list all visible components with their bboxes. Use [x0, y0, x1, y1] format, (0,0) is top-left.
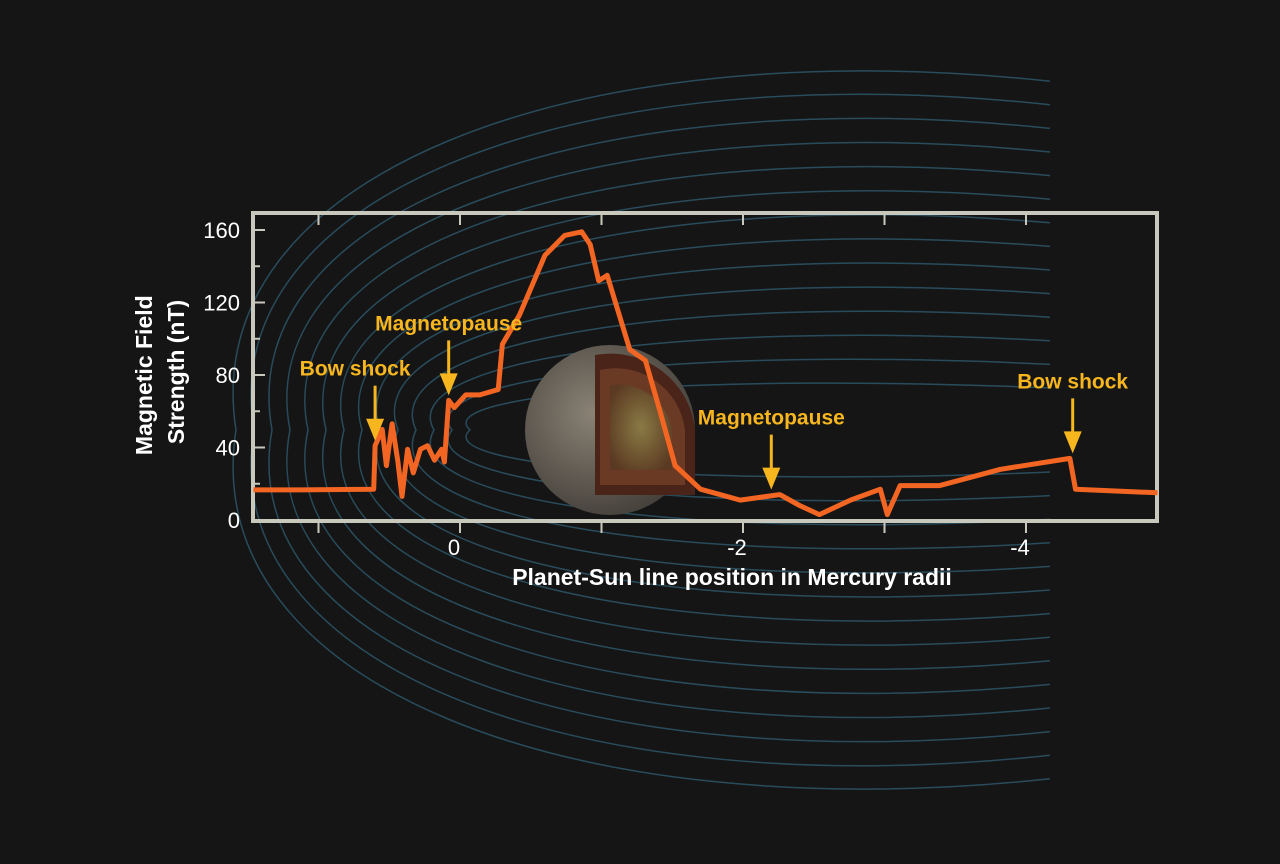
field-line	[393, 286, 1051, 574]
axis-ticks	[253, 213, 1027, 533]
field-line	[232, 70, 1051, 790]
field-line	[429, 334, 1051, 526]
y-axis-title: Magnetic Field Strength (nT)	[131, 289, 189, 455]
annotation: Magnetopause	[698, 407, 845, 490]
x-tick-label: -4	[1010, 535, 1030, 560]
field-line	[268, 117, 1051, 743]
field-line	[340, 214, 1051, 646]
annotation: Bow shock	[1017, 370, 1128, 454]
y-tick-label: 0	[228, 508, 240, 533]
x-tick-label: 0	[448, 535, 460, 560]
annotation-label: Bow shock	[300, 358, 411, 381]
y-tick-label: 160	[203, 218, 240, 243]
y-tick-label: 120	[203, 291, 240, 316]
y-tick-label: 40	[216, 436, 240, 461]
y-tick-label: 80	[216, 363, 240, 388]
arrow-down-icon	[762, 467, 781, 490]
annotation-label: Magnetopause	[698, 407, 845, 430]
series-line	[253, 229, 1158, 518]
arrow-down-icon	[366, 418, 385, 441]
x-tick-label: -2	[727, 535, 747, 560]
annotation-label: Magnetopause	[375, 312, 522, 335]
x-axis-title: Planet-Sun line position in Mercury radi…	[512, 564, 952, 590]
field-line	[465, 382, 1051, 478]
field-line	[286, 141, 1051, 719]
plot-frame	[251, 211, 1159, 523]
annotation: Bow shock	[300, 358, 411, 441]
field-line	[357, 238, 1051, 622]
field-line	[411, 310, 1051, 550]
field-line	[304, 165, 1051, 695]
arrow-down-icon	[439, 373, 458, 396]
field-line	[322, 190, 1051, 670]
mercury-planet	[525, 345, 695, 515]
y-axis-title-line1: Magnetic Field	[131, 295, 157, 455]
annotation: Magnetopause	[375, 312, 522, 396]
arrow-down-icon	[1063, 431, 1082, 454]
y-axis-title-line2: Strength (nT)	[163, 300, 189, 444]
annotation-label: Bow shock	[1017, 370, 1128, 393]
